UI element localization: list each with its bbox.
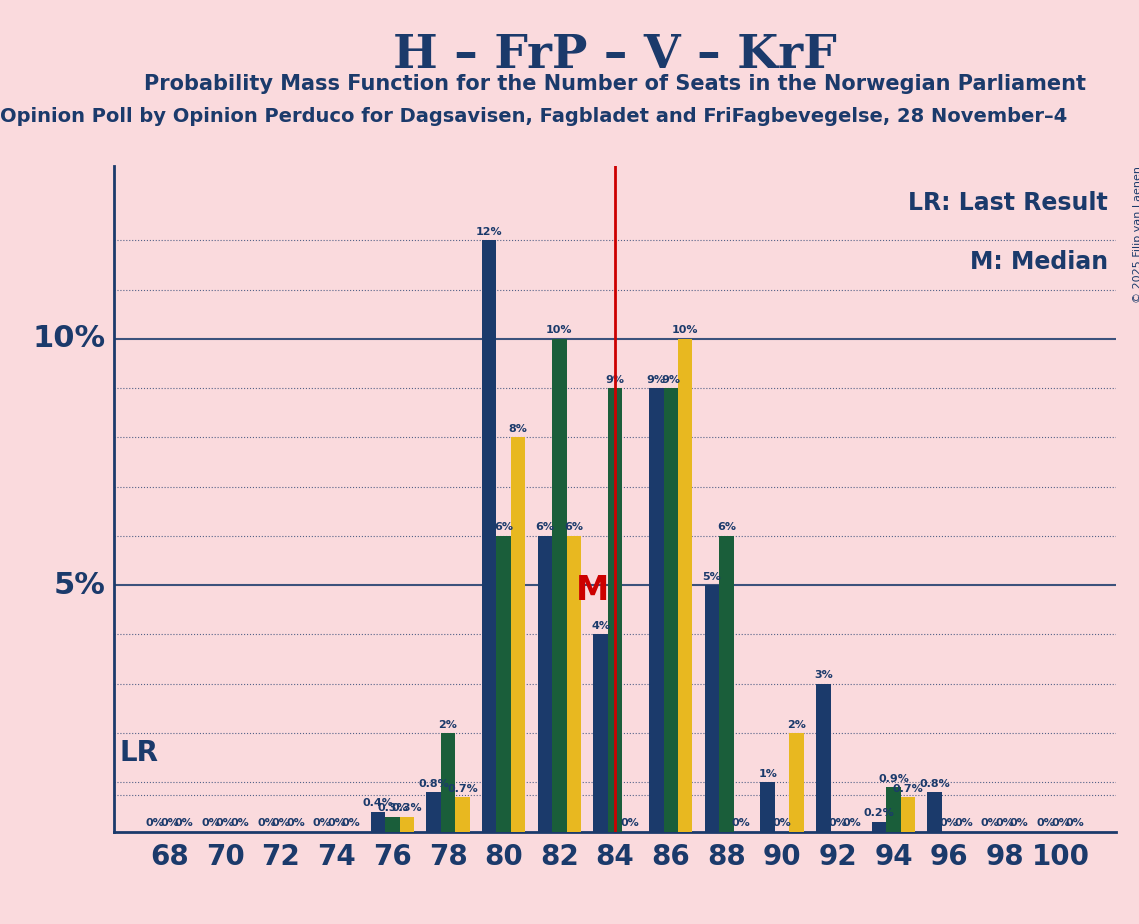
Text: 0.3%: 0.3% xyxy=(392,803,423,813)
Text: 0.9%: 0.9% xyxy=(878,773,909,784)
Text: 0%: 0% xyxy=(981,818,1000,828)
Bar xyxy=(566,536,581,832)
Text: 0%: 0% xyxy=(620,818,639,828)
Text: 0%: 0% xyxy=(216,818,235,828)
Text: 0%: 0% xyxy=(954,818,973,828)
Bar xyxy=(871,821,886,832)
Text: 0%: 0% xyxy=(174,818,194,828)
Text: LR: Last Result: LR: Last Result xyxy=(908,191,1108,215)
Bar xyxy=(441,733,456,832)
Text: 12%: 12% xyxy=(476,226,502,237)
Text: 9%: 9% xyxy=(647,374,666,384)
Text: © 2025 Filip van Laenen: © 2025 Filip van Laenen xyxy=(1133,166,1139,303)
Text: 0.8%: 0.8% xyxy=(919,779,950,789)
Text: 0.4%: 0.4% xyxy=(362,798,393,808)
Text: 3%: 3% xyxy=(814,670,833,680)
Text: 0%: 0% xyxy=(1010,818,1029,828)
Text: 0.8%: 0.8% xyxy=(418,779,449,789)
Text: 0.7%: 0.7% xyxy=(448,784,478,794)
Text: 0%: 0% xyxy=(995,818,1014,828)
Text: 6%: 6% xyxy=(716,522,736,532)
Text: 4%: 4% xyxy=(591,621,611,631)
Bar xyxy=(538,536,552,832)
Text: Opinion Poll by Opinion Perduco for Dagsavisen, Fagbladet and FriFagbevegelse, 2: Opinion Poll by Opinion Perduco for Dags… xyxy=(0,107,1067,127)
Text: 10%: 10% xyxy=(32,324,106,353)
Text: 0%: 0% xyxy=(1051,818,1070,828)
Text: 2%: 2% xyxy=(439,720,458,730)
Bar xyxy=(482,240,497,832)
Text: 0%: 0% xyxy=(843,818,861,828)
Text: 2%: 2% xyxy=(787,720,806,730)
Text: 0.3%: 0.3% xyxy=(377,803,408,813)
Bar xyxy=(678,339,693,832)
Text: LR: LR xyxy=(120,739,158,767)
Text: 0%: 0% xyxy=(313,818,331,828)
Text: 0%: 0% xyxy=(286,818,305,828)
Bar xyxy=(719,536,734,832)
Bar xyxy=(886,787,901,832)
Bar xyxy=(552,339,566,832)
Bar xyxy=(400,817,415,832)
Text: 0%: 0% xyxy=(731,818,751,828)
Text: 9%: 9% xyxy=(606,374,624,384)
Text: Probability Mass Function for the Number of Seats in the Norwegian Parliament: Probability Mass Function for the Number… xyxy=(144,74,1087,94)
Bar xyxy=(497,536,511,832)
Bar xyxy=(705,585,719,832)
Text: 0.2%: 0.2% xyxy=(863,808,894,819)
Bar xyxy=(816,684,830,832)
Text: 0%: 0% xyxy=(1066,818,1084,828)
Text: 6%: 6% xyxy=(535,522,555,532)
Bar xyxy=(608,388,622,832)
Text: 8%: 8% xyxy=(509,424,527,434)
Bar xyxy=(385,817,400,832)
Bar xyxy=(511,437,525,832)
Text: H – FrP – V – KrF: H – FrP – V – KrF xyxy=(393,32,837,79)
Bar xyxy=(426,792,441,832)
Text: M: M xyxy=(576,574,609,607)
Bar xyxy=(456,797,469,832)
Bar xyxy=(789,733,804,832)
Text: 0%: 0% xyxy=(772,818,792,828)
Text: 10%: 10% xyxy=(672,325,698,335)
Bar xyxy=(927,792,942,832)
Text: M: Median: M: Median xyxy=(969,250,1108,274)
Text: 5%: 5% xyxy=(54,571,106,600)
Text: 1%: 1% xyxy=(759,769,777,779)
Text: 0%: 0% xyxy=(202,818,220,828)
Bar xyxy=(761,783,775,832)
Bar xyxy=(370,812,385,832)
Text: 0%: 0% xyxy=(1036,818,1056,828)
Text: 10%: 10% xyxy=(546,325,573,335)
Text: 0%: 0% xyxy=(828,818,847,828)
Bar xyxy=(649,388,664,832)
Bar xyxy=(664,388,678,832)
Text: 0.7%: 0.7% xyxy=(893,784,924,794)
Text: 6%: 6% xyxy=(564,522,583,532)
Bar xyxy=(593,635,608,832)
Text: 0%: 0% xyxy=(146,818,164,828)
Bar xyxy=(901,797,916,832)
Text: 0%: 0% xyxy=(327,818,346,828)
Text: 0%: 0% xyxy=(230,818,249,828)
Text: 0%: 0% xyxy=(342,818,360,828)
Text: 5%: 5% xyxy=(703,572,721,582)
Text: 0%: 0% xyxy=(940,818,959,828)
Text: 0%: 0% xyxy=(271,818,290,828)
Text: 9%: 9% xyxy=(662,374,680,384)
Text: 0%: 0% xyxy=(161,818,179,828)
Text: 6%: 6% xyxy=(494,522,514,532)
Text: 0%: 0% xyxy=(257,818,276,828)
